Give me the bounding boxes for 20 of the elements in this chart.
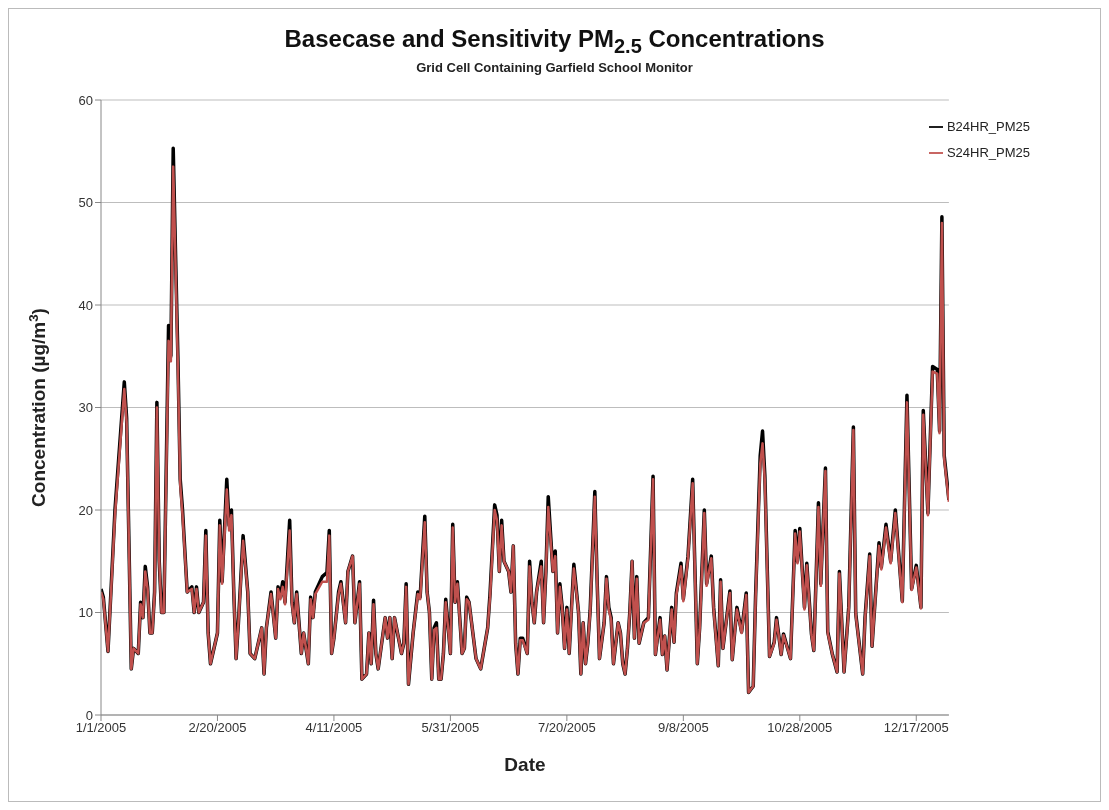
x-axis-title: Date (504, 754, 546, 775)
chart-subtitle: Grid Cell Containing Garfield School Monitor (415, 59, 694, 75)
y-tick-label: 40 (78, 297, 93, 313)
x-tick-label: 10/28/2005 (767, 720, 833, 736)
x-tick-label: 1/1/2005 (75, 720, 127, 736)
y-tick-label: 30 (78, 400, 93, 416)
legend-label: B24HR_PM25 (946, 119, 1030, 134)
x-tick-label: 12/17/2005 (883, 720, 949, 736)
y-tick-label: 50 (78, 195, 93, 211)
x-tick-label: 9/8/2005 (658, 720, 709, 736)
y-tick-label: 20 (78, 502, 93, 518)
legend-label: S24HR_PM25 (946, 145, 1030, 160)
chart-title: Basecase and Sensitivity PM$_{2.5}$ Concentrations (283, 24, 826, 58)
x-tick-label: 7/20/2005 (537, 720, 596, 736)
x-tick-label: 2/20/2005 (188, 720, 247, 736)
x-tick-label: 5/31/2005 (421, 720, 480, 736)
y-tick-label: 10 (78, 605, 93, 621)
x-tick-label: 4/11/2005 (305, 720, 363, 736)
y-tick-label: 0 (85, 707, 93, 723)
y-tick-label: 60 (78, 92, 93, 108)
